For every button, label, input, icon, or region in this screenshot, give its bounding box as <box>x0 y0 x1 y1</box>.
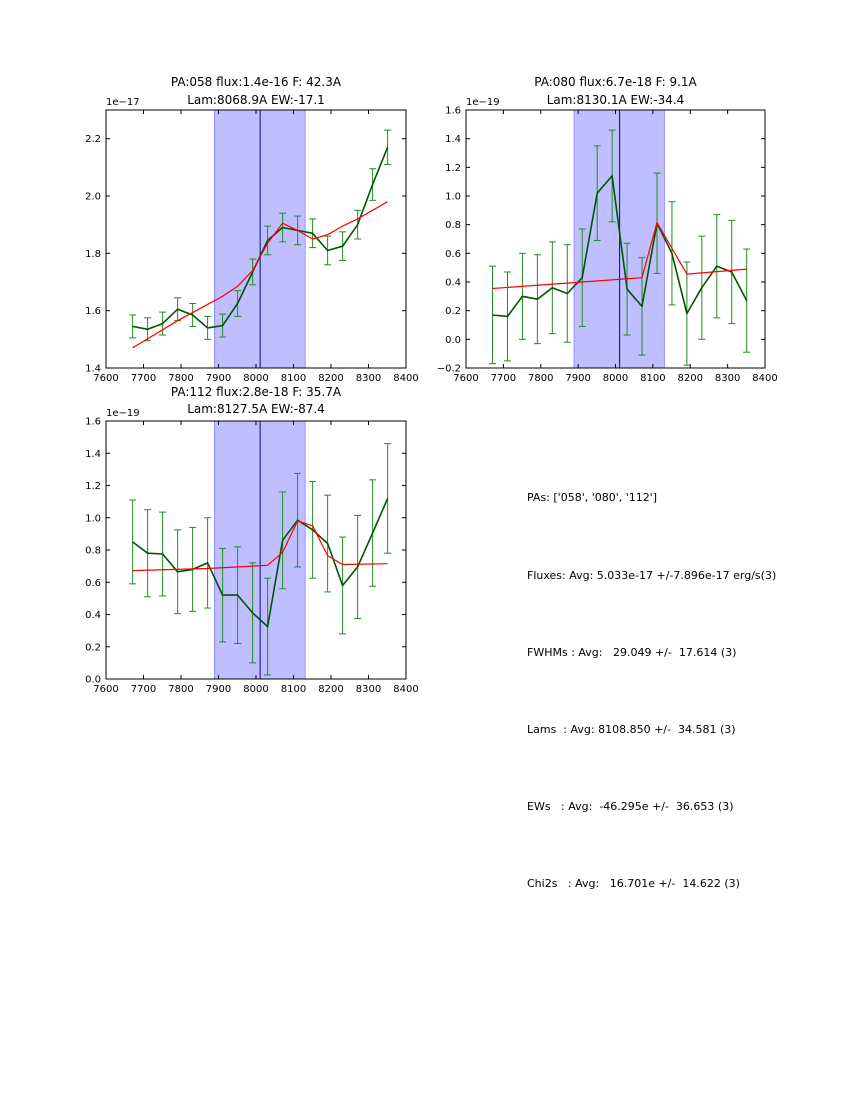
series-line-model <box>492 221 747 290</box>
chart-panel-2: PA:080 flux:6.7e-18 F: 9.1A Lam:8130.1A E… <box>437 75 778 384</box>
summary-pas: PAs: ['058', '080', '112'] <box>527 491 658 505</box>
y-axis-exponent: 1e−19 <box>106 408 140 419</box>
x-tick-label: 8200 <box>678 373 703 384</box>
x-tick-label: 8000 <box>243 373 268 384</box>
chart-title-line1: PA:112 flux:2.8e-18 F: 35.7A <box>171 385 342 399</box>
y-tick-label: 2.0 <box>85 192 101 203</box>
y-tick-label: 2.2 <box>85 134 101 145</box>
series-line-data <box>492 175 748 318</box>
y-tick-label: 0.4 <box>445 278 461 289</box>
summary-fwhms: FWHMs : Avg: 29.049 +/- 17.614 (3) <box>527 645 737 659</box>
x-tick-label: 8200 <box>318 684 343 695</box>
summary-chi2s: Chi2s : Avg: 16.701e +/- 14.622 (3) <box>527 876 740 890</box>
summary-fluxes: Fluxes: Avg: 5.033e-17 +/-7.896e-17 erg/… <box>527 568 777 582</box>
y-tick-label: 0.8 <box>85 546 101 557</box>
y-axis-exponent: 1e−19 <box>466 97 500 108</box>
x-tick-label: 7900 <box>206 684 231 695</box>
chart-title-line2: Lam:8130.1A EW:-34.4 <box>547 93 685 107</box>
x-tick-label: 7700 <box>491 373 516 384</box>
x-tick-label: 7700 <box>131 373 156 384</box>
y-tick-label: 0.0 <box>445 335 461 346</box>
x-tick-label: 8100 <box>640 373 665 384</box>
y-tick-label: 1.4 <box>85 364 101 375</box>
x-tick-label: 8000 <box>603 373 628 384</box>
y-tick-label: 0.8 <box>445 220 461 231</box>
y-axis-exponent: 1e−17 <box>106 97 140 108</box>
x-tick-label: 7700 <box>131 684 156 695</box>
y-tick-label: −0.2 <box>437 364 461 375</box>
x-tick-label: 7800 <box>528 373 553 384</box>
x-tick-label: 8400 <box>393 684 418 695</box>
series-line-model <box>132 201 388 349</box>
x-tick-label: 7900 <box>206 373 231 384</box>
y-tick-label: 1.4 <box>445 134 461 145</box>
chart-panel-3: PA:112 flux:2.8e-18 F: 35.7A Lam:8127.5A … <box>85 385 419 695</box>
x-tick-label: 8400 <box>752 373 777 384</box>
x-tick-label: 7800 <box>168 373 193 384</box>
x-tick-label: 8100 <box>281 373 306 384</box>
chart-title-line1: PA:058 flux:1.4e-16 F: 42.3A <box>171 75 342 89</box>
y-tick-label: 1.2 <box>85 481 101 492</box>
x-tick-label: 8300 <box>715 373 740 384</box>
x-tick-label: 8000 <box>243 684 268 695</box>
summary-ews: EWs : Avg: -46.295e +/- 36.653 (3) <box>527 799 734 813</box>
x-tick-label: 7800 <box>168 684 193 695</box>
y-tick-label: 1.2 <box>445 163 461 174</box>
x-tick-label: 8100 <box>281 684 306 695</box>
y-tick-label: 1.0 <box>445 192 461 203</box>
x-tick-label: 8300 <box>356 684 381 695</box>
plot-layer <box>489 129 751 366</box>
y-tick-label: 1.6 <box>85 417 101 428</box>
x-tick-label: 7600 <box>93 684 118 695</box>
y-tick-label: 0.0 <box>85 675 101 686</box>
y-tick-label: 0.2 <box>85 642 101 653</box>
y-tick-label: 0.6 <box>445 249 461 260</box>
y-tick-label: 0.6 <box>85 578 101 589</box>
x-tick-label: 8200 <box>318 373 343 384</box>
chart-title-line2: Lam:8127.5A EW:-87.4 <box>187 402 325 416</box>
plot-layer <box>129 443 392 676</box>
x-tick-label: 8400 <box>393 373 418 384</box>
x-tick-label: 7600 <box>93 373 118 384</box>
summary-lams: Lams : Avg: 8108.850 +/- 34.581 (3) <box>527 722 736 736</box>
x-tick-label: 7600 <box>453 373 478 384</box>
x-tick-label: 7900 <box>565 373 590 384</box>
chart-title-line1: PA:080 flux:6.7e-18 F: 9.1A <box>534 75 697 89</box>
chart-title-line2: Lam:8068.9A EW:-17.1 <box>187 93 325 107</box>
y-tick-label: 1.6 <box>445 106 461 117</box>
series-line-model <box>132 520 388 572</box>
y-tick-label: 1.4 <box>85 449 101 460</box>
x-tick-label: 8300 <box>356 373 381 384</box>
y-tick-label: 0.2 <box>445 306 461 317</box>
y-tick-label: 0.4 <box>85 610 101 621</box>
chart-panel-1: PA:058 flux:1.4e-16 F: 42.3A Lam:8068.9A … <box>85 75 419 384</box>
summary-panel: PAs: ['058', '080', '112'] Fluxes: Avg: … <box>527 434 776 922</box>
y-tick-label: 1.0 <box>85 513 101 524</box>
y-tick-label: 1.6 <box>85 306 101 317</box>
plot-layer <box>129 129 392 349</box>
y-tick-label: 1.8 <box>85 249 101 260</box>
